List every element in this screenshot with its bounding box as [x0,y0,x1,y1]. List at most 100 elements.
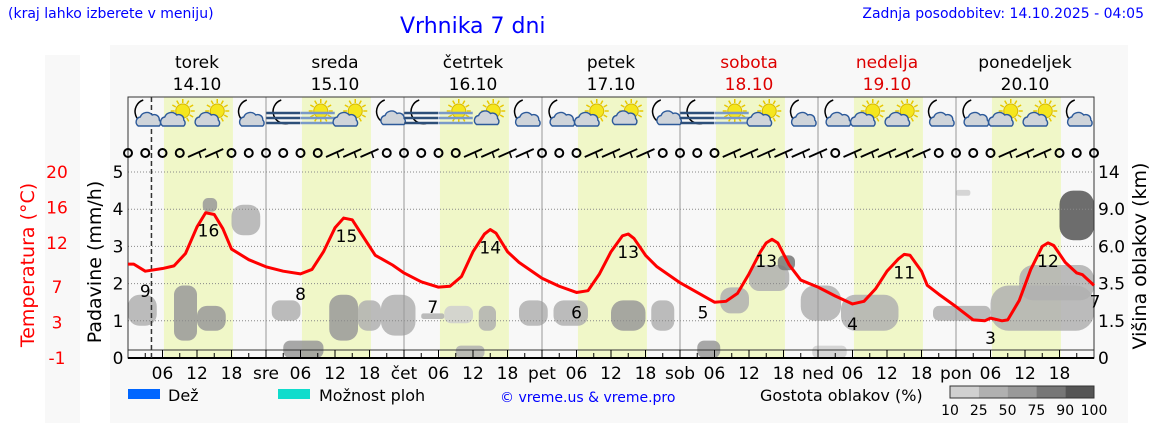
wind-barb-shaft [791,148,811,158]
wind-barb-shaft [360,148,379,158]
precip-tick-label: 0 [113,349,124,369]
sun-cloud-icon [159,99,195,127]
wind-barb-icon [463,148,483,159]
legend-density-swatch [950,386,979,398]
wind-calm-icon [174,148,185,158]
sun-ray [361,114,367,118]
cloud-shape [849,111,876,127]
sun-ray [913,114,919,118]
wind-barb-icon [360,148,379,159]
temp-tick-label: 12 [46,234,68,254]
wind-barb-icon [325,148,345,159]
sun-ray [861,104,867,108]
temp-tick-label: 20 [46,163,68,183]
wind-barb-feather [905,151,909,159]
cloud-shape [790,111,817,127]
temp-label: 13 [755,252,777,272]
sun-ray [361,104,367,108]
sun-ray [1004,100,1008,105]
x-tick-label-hour: 12 [600,364,622,384]
wind-calm-icon [123,148,133,158]
wind-barb-feather [1043,151,1047,159]
wind-barb-icon [791,148,811,159]
wind-barb-feather [750,151,754,159]
moon-cloud-icon [1065,99,1093,127]
wind-barb-icon [877,148,897,159]
cloud-patch [358,300,381,331]
wind-barb-icon [912,148,931,159]
wind-barb-shaft [187,148,207,158]
cloud-patch [800,285,841,321]
sun-ray [1048,117,1052,122]
sun-ray [910,100,914,105]
wind-calm-icon [1071,148,1082,158]
x-tick-label-hour: 12 [462,364,484,384]
cloud-patch [519,300,548,326]
sun-disc [451,103,467,119]
temp-label: 14 [479,239,501,259]
sun-cloud-icon [194,99,230,127]
sun-ray [772,100,776,105]
cloud-shape [611,110,638,126]
page-title: Vrhnika 7 dni [400,14,546,39]
moon-cloud-icon [789,99,817,127]
sun-ray [499,104,505,108]
cloud-patch [128,294,157,326]
sun-ray [1051,104,1057,108]
wind-barb-feather [853,151,858,159]
wind-barb-shaft [756,148,776,158]
moon-fog-icon [404,99,439,125]
wind-barb-shaft [463,148,483,158]
cloud-patch [651,300,675,331]
sun-ray [309,104,315,108]
sun-ray [879,114,884,118]
sun-ray [1051,114,1057,118]
sun-ray [772,117,776,122]
temp-label: 3 [985,329,996,349]
wind-calm-icon [951,148,961,158]
cloud-patch [697,340,721,358]
sun-ray [603,114,608,118]
day-date: 20.10 [1001,75,1050,95]
cloud-shape [1022,111,1049,127]
wind-calm-icon [657,148,668,158]
cloud-patch [174,285,197,341]
sun-ray [624,100,628,105]
sun-cloud-icon [884,99,920,127]
sun-ray [482,104,487,108]
wind-barb-icon [722,148,742,159]
wind-barb-icon [860,148,880,159]
sun-ray [186,117,190,122]
temp-label: 7 [427,298,438,318]
legend-density-tick: 90 [1056,403,1074,419]
wind-barb-feather [526,151,530,159]
cloud-shape [573,111,600,127]
precip-tick-label: 4 [113,200,124,220]
wind-calm-icon [692,148,703,158]
sun-ray [1017,114,1022,118]
wind-barb-feather [784,151,789,159]
temp-label: 13 [617,243,639,263]
sun-ray [775,104,781,108]
cloud-patch [478,305,496,331]
temp-axis-label: Temperatura (°C) [17,183,39,348]
cloud-height-axis-label: Višina oblakov (km) [1129,163,1151,350]
sun-ray [358,117,362,122]
sun-ray [1014,100,1018,105]
sun-ray [585,104,591,108]
moon-cloud-icon [927,99,955,127]
wind-barb-feather [370,151,375,159]
sun-ray [1034,104,1039,108]
temp-tick-label: -1 [49,349,66,369]
cloud-patch [271,300,301,321]
cloud-shape [928,111,955,127]
sun-cloud-icon [332,99,368,127]
legend-cloud-density-title: Gostota oblakov (%) [760,386,923,405]
legend-rain-swatch [128,389,160,399]
wind-calm-icon [278,148,289,158]
wind-barb-feather [819,151,823,159]
wind-calm-icon [261,148,271,158]
x-tick-label-hour: 06 [566,364,588,384]
wind-barb-shaft [1015,148,1035,158]
cloud-patch [749,265,790,292]
